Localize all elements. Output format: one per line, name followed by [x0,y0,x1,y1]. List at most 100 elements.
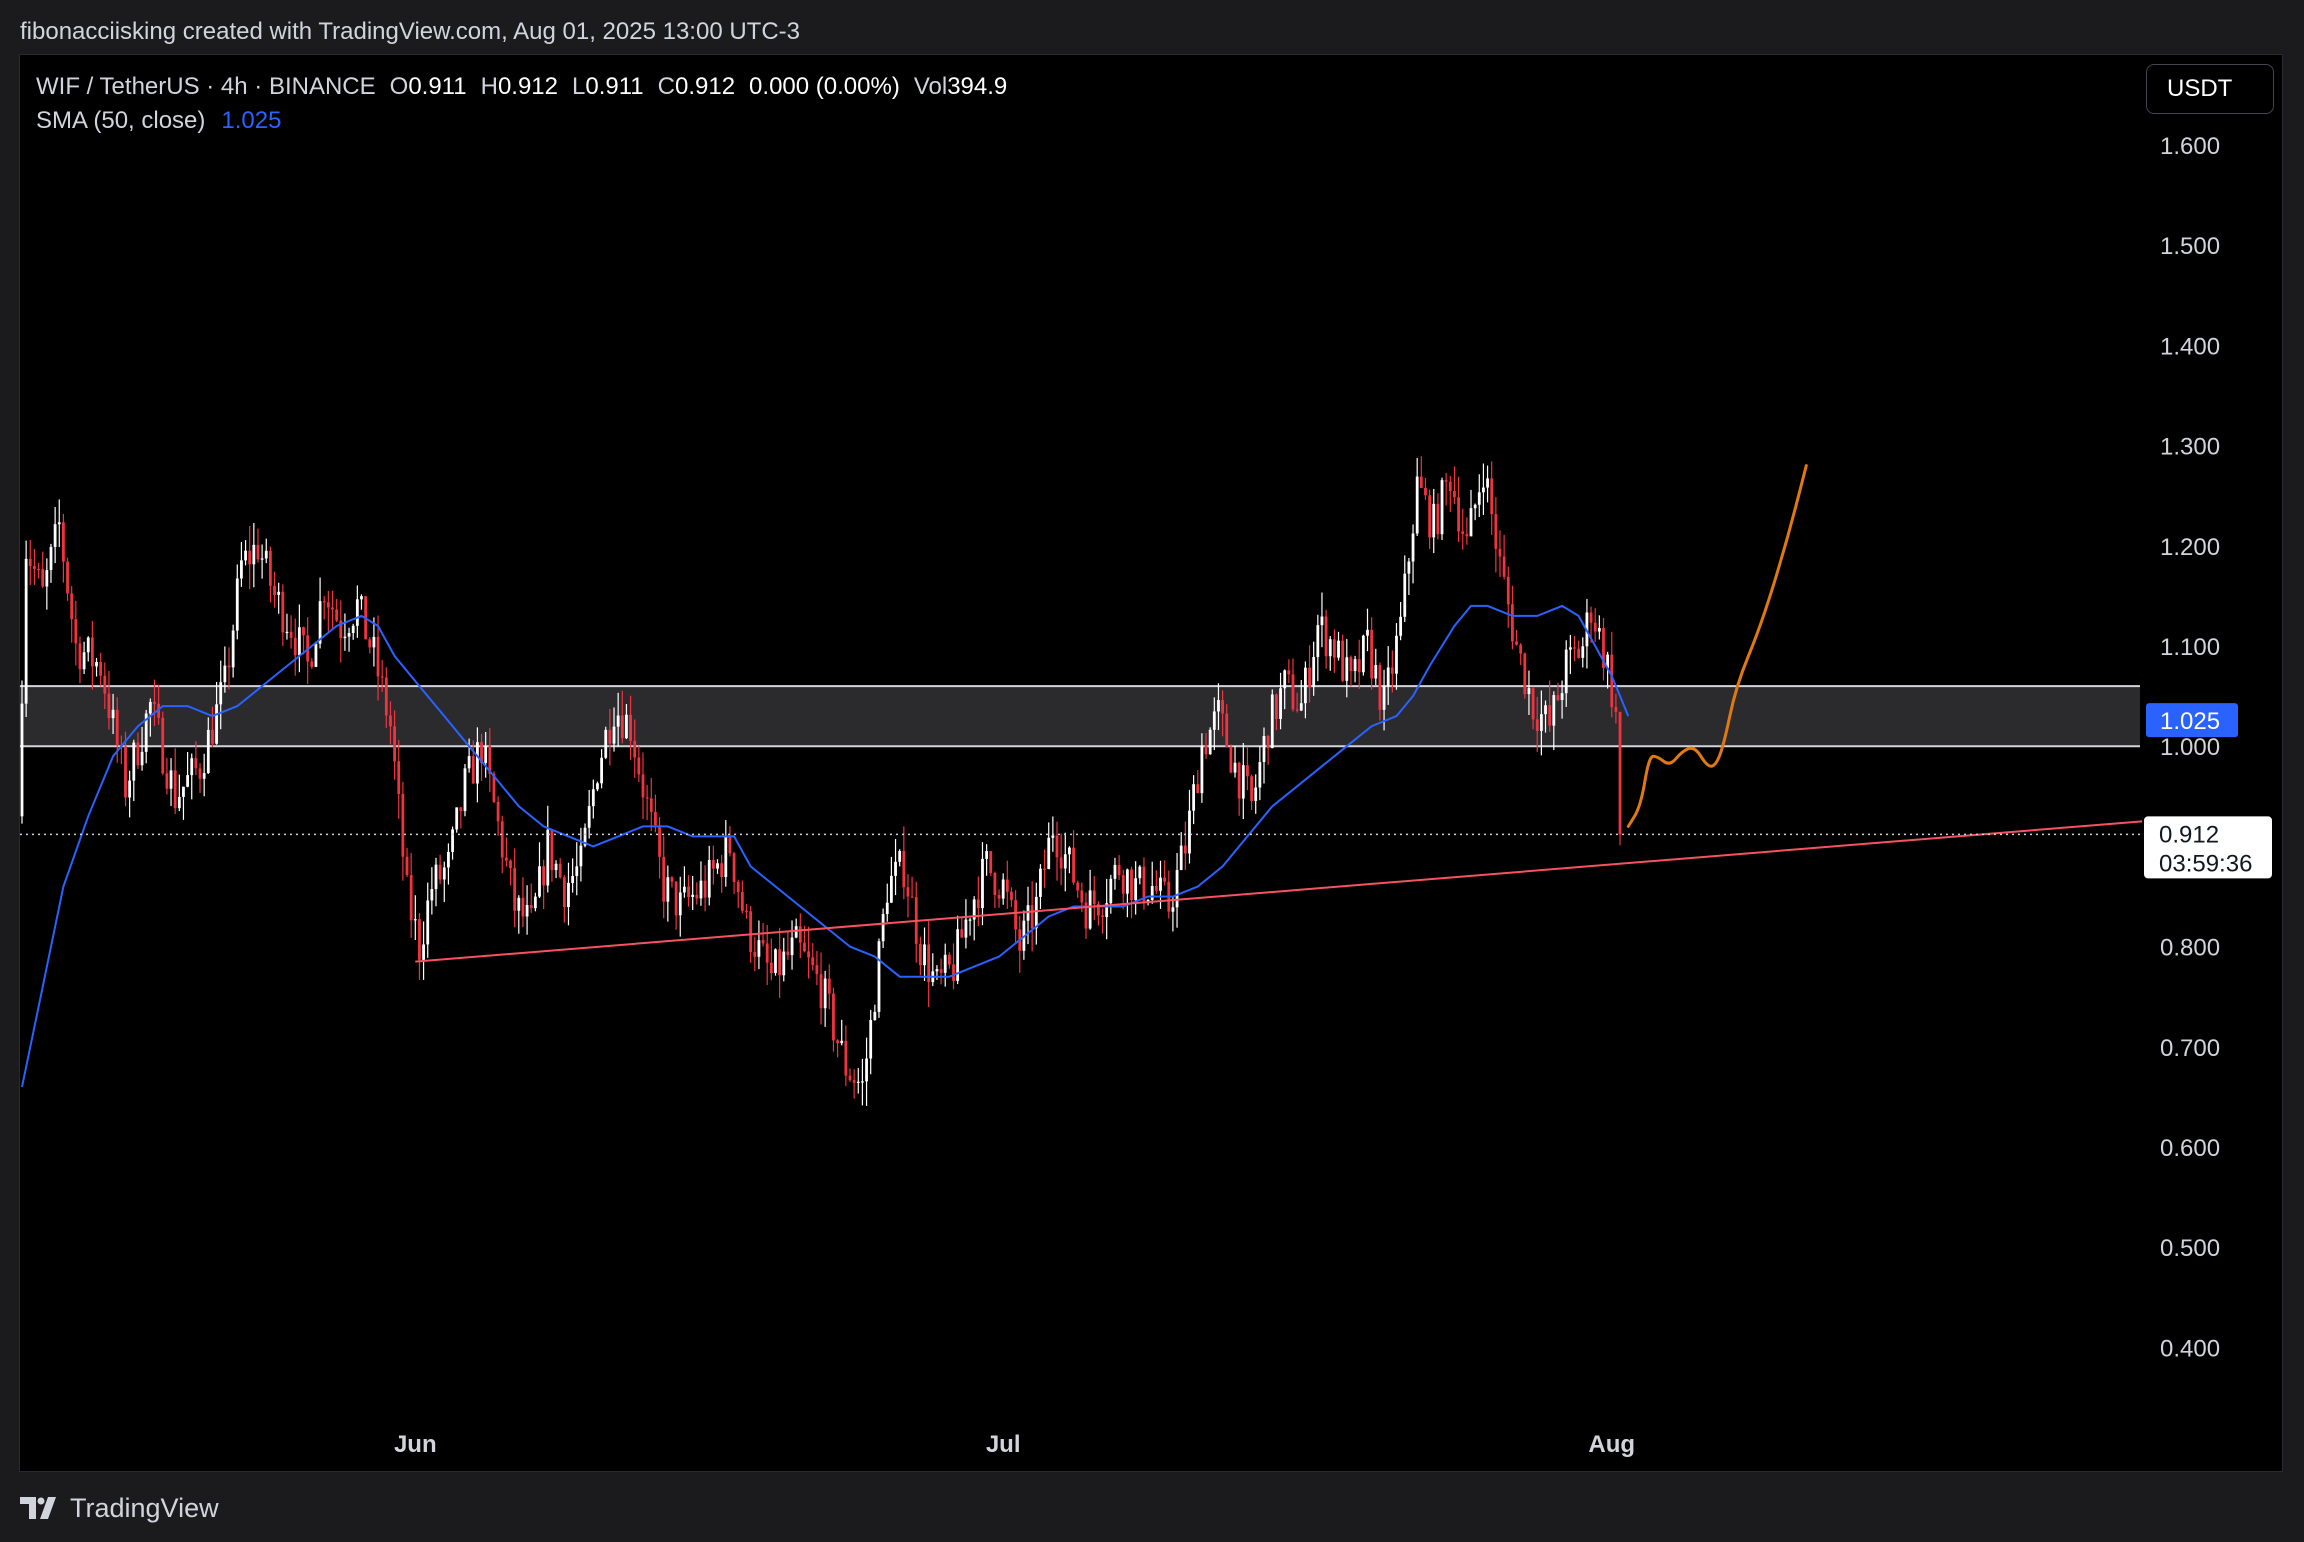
candle-body [740,892,744,911]
candle [1411,524,1415,584]
candle [633,719,637,778]
candle [699,861,703,906]
candle [703,865,707,912]
candle [173,748,177,815]
candle-body [128,780,132,798]
candle [1573,635,1576,662]
candle [1560,680,1564,719]
candle-body [227,665,231,668]
candle [1477,474,1481,517]
candle [1254,774,1258,814]
candle-body [513,868,517,911]
candle [827,964,831,1010]
candle-body [815,965,819,975]
candle-body [1428,495,1431,538]
candle-body [1382,686,1386,710]
candle-body [132,742,136,781]
candle [1138,865,1142,885]
sma-price-tag-bg [2146,703,2238,738]
candle [99,652,103,687]
candle-body [1552,695,1556,726]
candle [1275,693,1278,731]
candle [649,777,653,831]
candle-body [683,886,686,893]
candle [1597,615,1601,640]
candle-body [1080,890,1084,903]
candle-body [1076,882,1080,891]
candle-body [811,957,815,966]
candle-body [939,969,943,973]
candle [972,896,976,941]
candle [343,613,347,651]
candle-body [206,729,210,774]
sma-line [21,604,1630,1088]
candle [1424,477,1427,500]
candle [1453,466,1456,504]
candle-body [1138,866,1142,879]
candle [914,881,918,963]
candle [1531,686,1535,730]
candle [968,917,972,936]
candle-body [1502,556,1506,577]
candle [1072,830,1075,885]
candle [1515,629,1518,646]
candle [285,613,289,640]
candle [683,866,686,898]
candle-body [1564,649,1568,694]
candle-body [78,643,82,670]
candle [182,786,185,820]
candle [782,937,786,982]
candle-body [1544,705,1547,715]
candle-body [803,942,806,952]
candle [1171,897,1175,932]
candle-body [720,863,724,877]
candle-body [1378,665,1382,710]
candle-body [1275,694,1278,719]
candle-body [952,964,955,981]
candle-body [182,786,185,797]
candle-body [1556,695,1560,701]
candle [662,835,666,919]
candle [720,854,724,893]
candle [691,875,695,910]
candle-body [1419,476,1423,488]
candle [989,851,993,877]
candle [823,970,827,1027]
candle-body [538,866,541,897]
candle [384,667,388,728]
candle-body [703,880,707,898]
candle-body [1482,487,1485,493]
candle-body [165,773,169,789]
candle [1097,901,1100,926]
currency-button[interactable]: USDT [2146,64,2274,114]
candle [1034,882,1038,945]
candle [244,540,247,566]
sma-label[interactable]: SMA (50, close) [36,107,206,134]
candle-body [1287,670,1291,675]
candle-body [985,851,989,859]
candle-body [202,773,206,779]
candle [148,698,152,737]
candle-body [24,558,28,704]
candle [947,952,951,969]
candle [571,858,575,893]
candle-body [331,607,334,610]
price-tick-label: 0.700 [2160,1035,2220,1062]
candle [1055,821,1059,881]
candle [861,1058,864,1106]
candle-body [1589,612,1593,623]
candle [509,859,512,886]
candle [1117,855,1121,880]
candle [1345,638,1349,698]
candle-body [1283,670,1287,689]
candle-body [66,561,69,594]
symbol-label[interactable]: WIF / TetherUS · 4h · BINANCE [36,73,376,100]
candle [70,586,74,643]
candle-body [745,910,748,913]
chart-frame[interactable] [19,54,2283,1472]
candle-body [645,797,649,799]
candle [1328,636,1332,671]
close-label: C [657,73,675,100]
